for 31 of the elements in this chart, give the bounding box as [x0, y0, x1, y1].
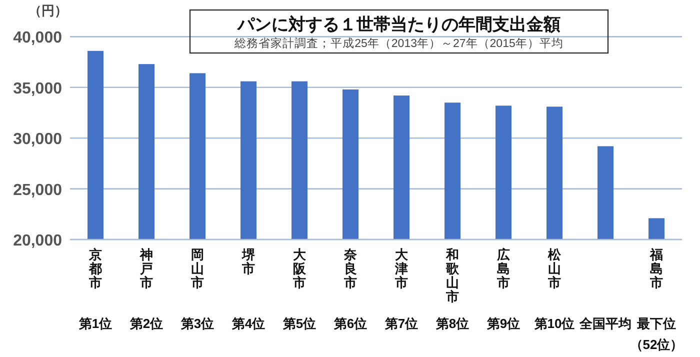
text: 第10位 [533, 316, 575, 331]
text: 第7位 [384, 316, 418, 331]
x-tick-label: 堺市 [241, 247, 256, 276]
y-axis-title: （円） [28, 3, 68, 18]
text: 第4位 [230, 316, 266, 331]
text: 第9位 [486, 316, 520, 331]
text: 全国平均 [578, 316, 632, 331]
text: 第3位 [180, 316, 214, 331]
text: 第1位 [78, 316, 112, 331]
y-tick-label: 40,000 [13, 30, 62, 47]
chart-subtitle: 総務省家計調査；平成25年（2013年）～27年（2015年）平均 [234, 36, 564, 50]
x-tick-label: 福島市 [649, 247, 663, 290]
text: 第5位 [282, 316, 316, 331]
y-tick-label: 20,000 [13, 232, 62, 250]
y-tick-label: 25,000 [13, 182, 62, 199]
text: 第2位 [128, 316, 164, 331]
text: 第6位 [332, 316, 368, 331]
x-tick-label: 岡山市 [190, 247, 204, 290]
x-tick-label: 大阪市 [292, 247, 307, 290]
text: 最下位（52位） [630, 316, 684, 352]
x-tick-label: 京都市 [88, 247, 102, 290]
x-tick-label: 奈良市 [343, 247, 358, 290]
x-tick-label: 広島市 [496, 247, 510, 290]
x-tick-label: 神戸市 [139, 247, 153, 290]
chart-title: パンに対する１世帯当たりの年間支出金額 [236, 15, 560, 34]
y-tick-label: 30,000 [13, 131, 62, 148]
x-tick-label: 和歌山市 [445, 247, 460, 304]
y-tick-label: 35,000 [13, 80, 62, 98]
text: 第8位 [434, 316, 470, 331]
x-tick-label: 大津市 [394, 247, 409, 290]
x-tick-label: 松山市 [547, 247, 562, 290]
